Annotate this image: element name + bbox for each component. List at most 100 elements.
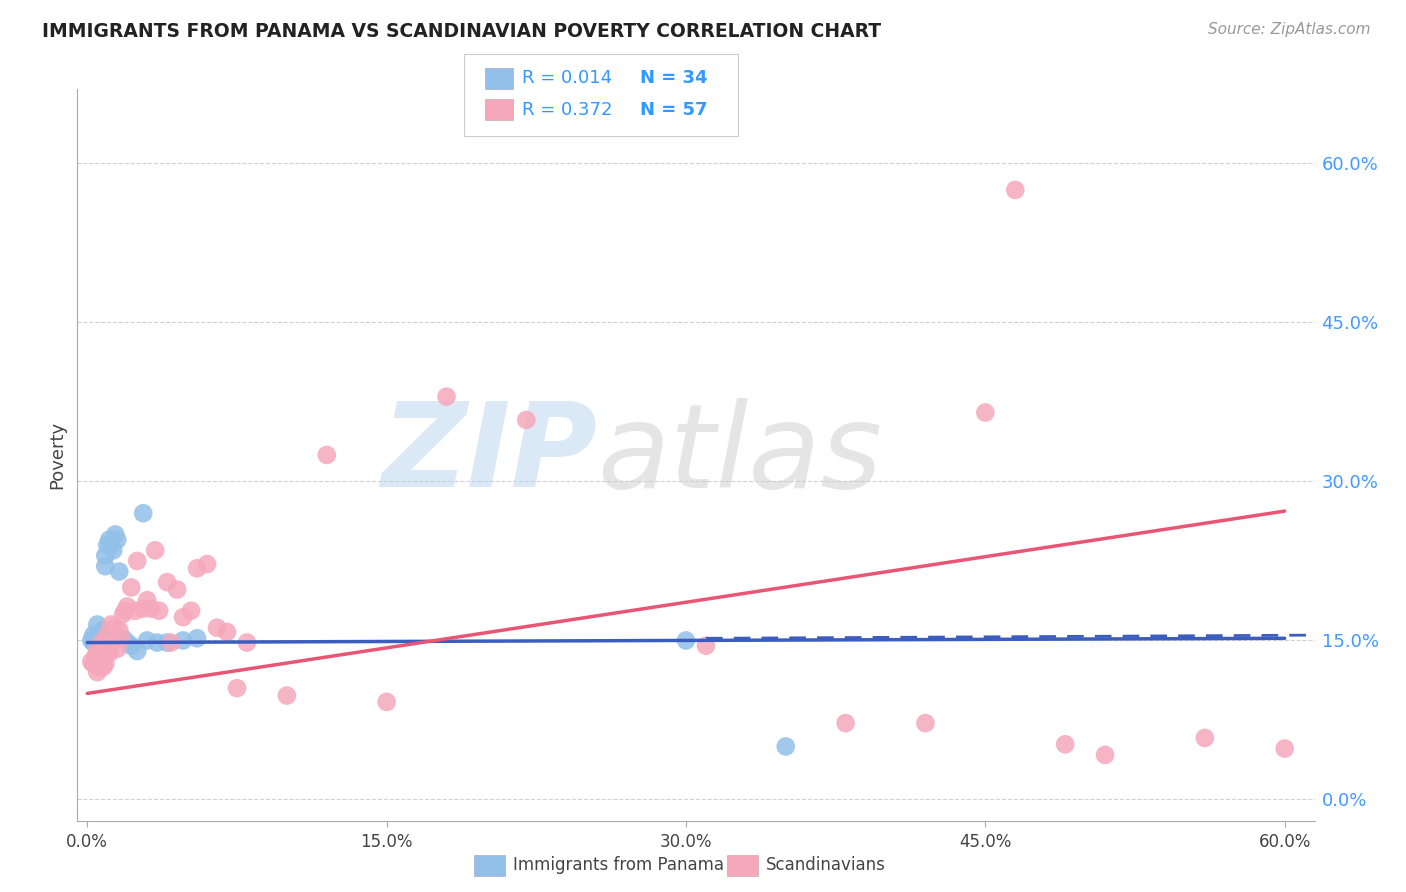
Text: R = 0.372: R = 0.372 <box>522 101 612 119</box>
Point <box>108 623 131 637</box>
Point <box>436 390 458 404</box>
Point <box>90 655 112 669</box>
Point <box>82 635 104 649</box>
Text: N = 34: N = 34 <box>640 70 707 87</box>
Point <box>695 639 717 653</box>
Point <box>110 632 132 646</box>
Point <box>112 607 135 621</box>
Point <box>108 565 131 579</box>
Point <box>96 538 118 552</box>
Point <box>94 635 117 649</box>
Text: Source: ZipAtlas.com: Source: ZipAtlas.com <box>1208 22 1371 37</box>
Point <box>124 604 146 618</box>
Point <box>84 649 107 664</box>
Point <box>1054 737 1077 751</box>
Point <box>90 635 112 649</box>
Point <box>127 554 149 568</box>
Point <box>100 617 122 632</box>
Point <box>1274 741 1296 756</box>
Point <box>91 660 114 674</box>
Point <box>115 635 138 649</box>
Point <box>515 413 537 427</box>
Point <box>276 689 298 703</box>
Point <box>86 639 108 653</box>
Point <box>114 604 136 618</box>
Point <box>127 644 149 658</box>
Text: Scandinavians: Scandinavians <box>766 856 886 874</box>
Point <box>186 632 208 646</box>
Point <box>1194 731 1216 745</box>
Point <box>1094 747 1116 762</box>
Point <box>914 716 936 731</box>
Point <box>112 632 135 646</box>
Point <box>86 665 108 680</box>
Text: ZIP: ZIP <box>381 398 598 512</box>
Point <box>143 543 166 558</box>
Point <box>89 633 111 648</box>
Point <box>195 557 218 571</box>
Point <box>166 582 188 597</box>
Point <box>94 657 117 671</box>
Point <box>148 604 170 618</box>
Text: atlas: atlas <box>598 398 882 512</box>
Y-axis label: Poverty: Poverty <box>48 421 66 489</box>
Point <box>103 635 125 649</box>
Text: Immigrants from Panama: Immigrants from Panama <box>513 856 724 874</box>
Point <box>96 628 118 642</box>
Text: R = 0.014: R = 0.014 <box>522 70 612 87</box>
Text: N = 57: N = 57 <box>640 101 707 119</box>
Point <box>91 623 114 637</box>
Point <box>115 599 138 614</box>
Point <box>156 575 179 590</box>
Point <box>100 538 122 552</box>
Point <box>172 633 194 648</box>
Point <box>375 695 398 709</box>
Point <box>1004 183 1026 197</box>
Point <box>104 527 127 541</box>
Point <box>974 405 997 419</box>
Point <box>96 644 118 658</box>
Point <box>160 635 183 649</box>
Point <box>82 628 104 642</box>
Point <box>132 601 155 615</box>
Point <box>90 635 112 649</box>
Point <box>84 632 107 646</box>
Point <box>94 549 117 563</box>
Point <box>104 621 127 635</box>
Point <box>186 561 208 575</box>
Point <box>90 628 112 642</box>
Point <box>226 681 249 695</box>
Point <box>215 624 238 639</box>
Point <box>675 633 697 648</box>
Point <box>156 635 179 649</box>
Point <box>89 660 111 674</box>
Point <box>315 448 337 462</box>
Point <box>84 635 107 649</box>
Point <box>80 633 103 648</box>
Point <box>172 610 194 624</box>
Point <box>89 635 111 649</box>
Point <box>91 646 114 660</box>
Point <box>236 635 259 649</box>
Point <box>180 604 202 618</box>
Point <box>834 716 856 731</box>
Point <box>105 533 128 547</box>
Point <box>82 657 104 671</box>
Point <box>120 639 142 653</box>
Point <box>205 621 228 635</box>
Point <box>80 655 103 669</box>
Point <box>86 644 108 658</box>
Point <box>775 739 797 754</box>
Text: IMMIGRANTS FROM PANAMA VS SCANDINAVIAN POVERTY CORRELATION CHART: IMMIGRANTS FROM PANAMA VS SCANDINAVIAN P… <box>42 22 882 41</box>
Point <box>98 533 121 547</box>
Point <box>132 506 155 520</box>
Point <box>105 641 128 656</box>
Point <box>146 635 169 649</box>
Point <box>136 593 159 607</box>
Point <box>141 601 163 615</box>
Point <box>98 646 121 660</box>
Point <box>86 617 108 632</box>
Point <box>86 644 108 658</box>
Point <box>103 543 125 558</box>
Point <box>120 581 142 595</box>
